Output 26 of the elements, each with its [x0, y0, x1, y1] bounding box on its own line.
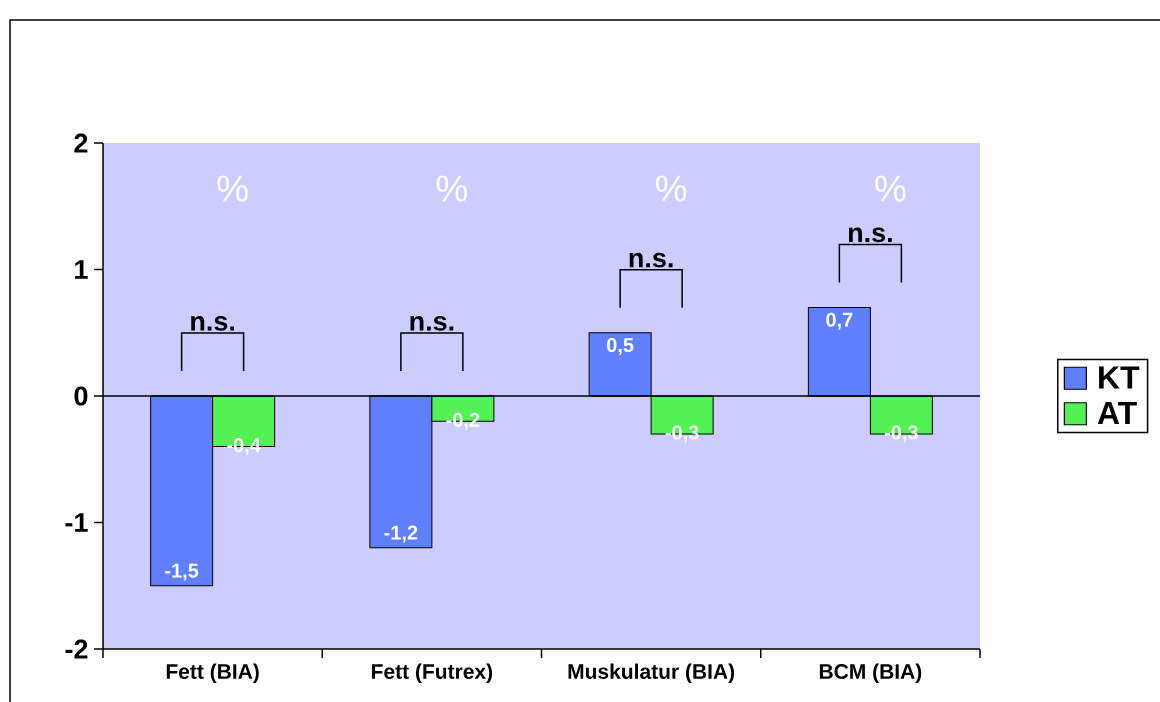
y-tick-label: 2	[74, 133, 88, 153]
annotation: n.s.	[848, 227, 892, 243]
x-tick-label: BCM (BIA)	[819, 663, 922, 684]
data-label: 0,5	[607, 337, 634, 355]
data-label: -1,5	[165, 563, 199, 581]
y-tick-label: -1	[65, 513, 88, 532]
legend-label: AT	[1097, 402, 1137, 425]
y-tick-label: -2	[65, 639, 88, 659]
y-tick-label: 1	[75, 260, 88, 279]
data-label: -0,3	[665, 425, 699, 443]
legend-label: KT	[1099, 366, 1140, 389]
x-tick-label: Muskulatur (BIA)	[568, 663, 735, 684]
data-label: -0,2	[446, 412, 480, 430]
annotation: %	[656, 175, 687, 202]
y-tick-label: 0	[74, 386, 88, 406]
data-label: -0,3	[884, 425, 918, 443]
annotation: %	[217, 175, 248, 202]
annotation: n.s.	[629, 252, 673, 268]
x-tick-label: Fett (BIA)	[166, 663, 259, 684]
annotation: n.s.	[191, 315, 235, 331]
data-label: 0,7	[826, 312, 853, 330]
data-label: -1,2	[384, 525, 418, 543]
x-tick-label: Fett (Futrex)	[372, 663, 493, 684]
annotation: %	[875, 175, 906, 202]
annotation: %	[436, 175, 467, 202]
annotation: n.s.	[410, 315, 454, 331]
